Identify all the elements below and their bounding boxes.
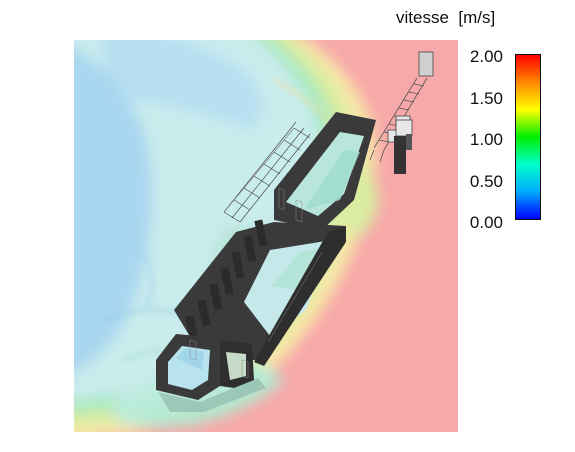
legend-tick-2-00: 2.00 <box>469 47 503 66</box>
legend-tick-0-50: 0.50 <box>469 172 503 191</box>
building <box>156 112 376 400</box>
legend-tick-0-00: 0.00 <box>469 213 503 232</box>
low-region-left <box>74 48 152 372</box>
east-wall <box>254 226 346 366</box>
velocity-field-svg <box>74 40 458 432</box>
east-wall-grilles <box>267 251 323 343</box>
walkway-truss <box>223 121 311 223</box>
velocity-colorbar <box>515 54 541 220</box>
building-shadow <box>158 378 266 412</box>
legend-tick-1-00: 1.00 <box>469 130 503 149</box>
legend-tick-1-50: 1.50 <box>469 89 503 108</box>
velocity-field-plot <box>74 40 458 432</box>
small-pillar <box>394 119 413 174</box>
facade-grilles <box>189 187 303 379</box>
low-region-top <box>102 40 262 130</box>
legend-title: vitesse [m/s] <box>396 8 496 27</box>
